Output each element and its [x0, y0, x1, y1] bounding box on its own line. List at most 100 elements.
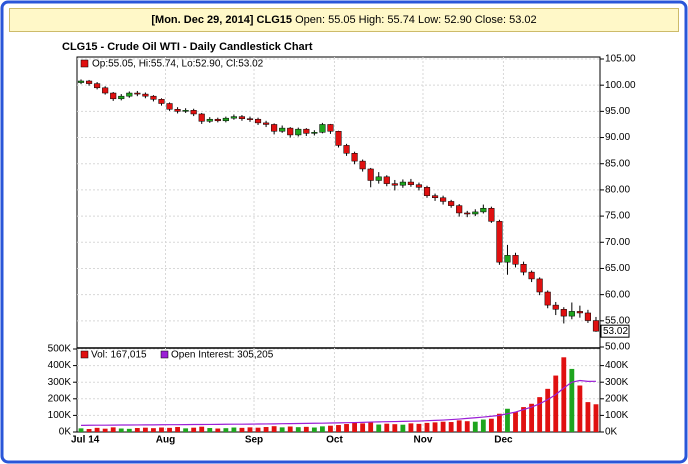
- volume-bar: [569, 368, 575, 432]
- candle-body: [142, 93, 149, 97]
- candle-body: [536, 278, 543, 293]
- quote-date: [Mon. Dec 29, 2014]: [151, 14, 254, 26]
- volume-bar: [78, 428, 84, 432]
- candle-body: [214, 118, 221, 122]
- volume-bar: [577, 385, 583, 432]
- x-tick-label: Dec: [494, 435, 513, 446]
- volume-bar: [279, 427, 285, 432]
- volume-bar: [376, 424, 382, 432]
- volume-bar: [175, 427, 180, 432]
- volume-bar: [231, 427, 237, 432]
- x-tick-label: Nov: [414, 435, 433, 446]
- volume-bar: [239, 427, 245, 432]
- volume-bar: [472, 421, 478, 432]
- candle-body: [118, 95, 125, 100]
- candle-body: [351, 153, 358, 162]
- candle-body: [415, 184, 423, 188]
- candle-body: [423, 187, 431, 196]
- chart-title: CLG15 - Crude Oil WTI - Daily Candlestic…: [62, 41, 313, 53]
- volume-bar: [255, 427, 261, 432]
- volume-bar: [344, 424, 349, 432]
- volume-bar: [223, 428, 229, 432]
- volume-bar: [553, 375, 559, 432]
- volume-bar: [303, 426, 309, 432]
- candle-body: [327, 124, 334, 132]
- volume-bar: [529, 403, 535, 432]
- x-tick-label: Sep: [245, 435, 263, 446]
- candle-body: [271, 124, 278, 132]
- volume-bar: [215, 428, 221, 432]
- candle-body: [488, 207, 495, 222]
- volume-bar: [593, 404, 599, 432]
- y-tick-label: 65.00: [605, 263, 630, 274]
- candle-body: [166, 103, 173, 110]
- volume-bar: [199, 426, 205, 432]
- volume-bar: [287, 426, 293, 432]
- candle-body: [552, 304, 559, 310]
- volume-bar: [456, 420, 462, 432]
- volume-bar: [191, 427, 197, 432]
- candle-body: [246, 118, 254, 120]
- y-tick-label: 0K: [59, 427, 72, 438]
- volume-bar: [142, 427, 148, 432]
- candle-body: [343, 145, 350, 154]
- candle-body: [311, 132, 318, 134]
- open-interest-line: [81, 379, 596, 426]
- candle-body: [158, 99, 165, 104]
- legend-label: Op:55.05, Hi:55.74, Lo:52.90, Cl:53.02: [92, 59, 264, 70]
- candle-body: [440, 197, 447, 202]
- candle-body: [126, 92, 133, 97]
- candle-body: [206, 118, 213, 122]
- legend-label: Open Interest: 305,205: [171, 350, 274, 361]
- volume-bar: [110, 427, 116, 432]
- candle-body: [592, 320, 600, 332]
- volume-bar: [440, 421, 446, 432]
- candle-body: [456, 205, 463, 214]
- candle-body: [448, 201, 455, 206]
- volume-bar: [408, 423, 414, 432]
- volume-bar: [247, 427, 253, 432]
- volume-bar: [360, 423, 366, 432]
- volume-bar: [497, 413, 502, 432]
- candle-body: [263, 122, 270, 125]
- volume-bar: [424, 422, 430, 432]
- quote-header: [Mon. Dec 29, 2014] CLG15 Open: 55.05 Hi…: [9, 8, 679, 32]
- candle-body: [102, 87, 109, 94]
- candle-body: [254, 118, 262, 124]
- candle-body: [150, 95, 157, 100]
- candle-body: [568, 311, 575, 317]
- volume-bar: [384, 423, 390, 432]
- candle-body: [319, 124, 326, 133]
- volume-bar: [159, 427, 164, 432]
- quote-symbol: CLG15: [256, 14, 292, 26]
- volume-bar: [448, 422, 454, 432]
- volume-bar: [392, 424, 398, 432]
- y-tick-label: 75.00: [605, 211, 630, 222]
- volume-bar: [151, 428, 156, 432]
- candle-body: [230, 116, 237, 119]
- volume-bar: [328, 425, 333, 432]
- candle-body: [94, 83, 101, 89]
- y-tick-label: 90.00: [605, 132, 630, 143]
- candle-body: [303, 128, 310, 134]
- volume-bar: [336, 425, 341, 432]
- volume-bar: [537, 397, 543, 432]
- y-tick-label: 400K: [48, 360, 72, 371]
- volume-bar: [521, 407, 526, 432]
- candle-body: [174, 109, 181, 112]
- legend-swatch: [80, 350, 89, 359]
- candle-body: [110, 92, 117, 100]
- y2-tick-label: 0K: [605, 427, 618, 438]
- volume-bar: [271, 426, 277, 432]
- candle-body: [238, 116, 246, 119]
- y2-tick-label: 300K: [605, 377, 629, 388]
- legend-swatch: [160, 350, 169, 359]
- candle-body: [391, 183, 398, 186]
- y-tick-label: 100K: [48, 410, 72, 421]
- candle-body: [279, 127, 286, 132]
- volume-bar: [488, 418, 494, 432]
- quote-values: Open: 55.05 High: 55.74 Low: 52.90 Close…: [295, 14, 537, 26]
- volume-bar: [319, 426, 325, 432]
- volume-bar: [464, 421, 470, 432]
